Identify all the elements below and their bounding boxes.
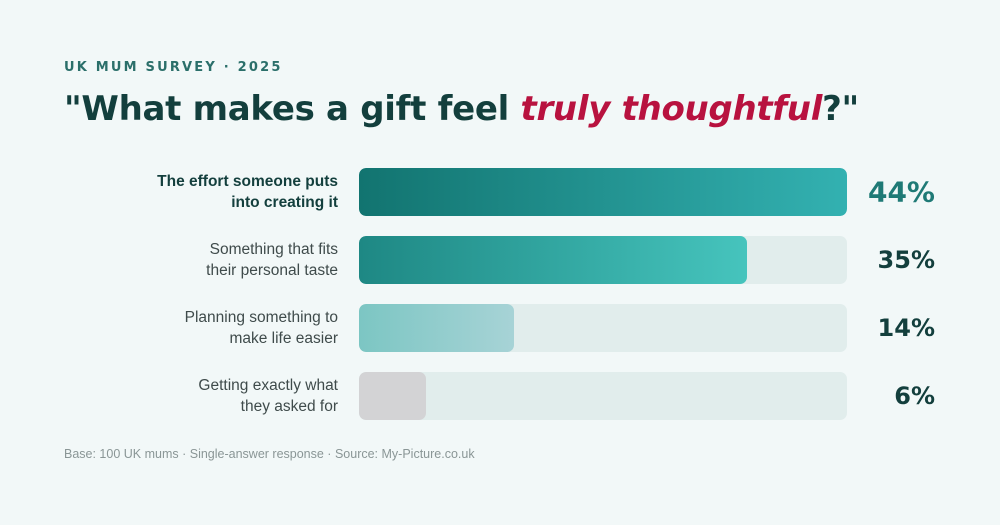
category-label: The effort someone puts into creating it <box>100 171 338 213</box>
bar <box>359 372 426 420</box>
survey-eyebrow: UK MUM SURVEY · 2025 <box>64 60 283 75</box>
value-label: 44% <box>867 175 935 209</box>
page-title: "What makes a gift feel truly thoughtful… <box>64 86 859 132</box>
title-prefix: "What makes a gift feel <box>64 89 521 129</box>
chart-row: Planning something to make life easier 14% <box>0 304 1000 352</box>
value-label: 6% <box>894 382 935 410</box>
bar-track <box>359 372 847 420</box>
category-label-line: make life easier <box>229 330 338 347</box>
category-label: Something that fits their personal taste <box>100 239 338 281</box>
category-label: Getting exactly what they asked for <box>100 375 338 417</box>
chart-row: Something that fits their personal taste 3… <box>0 236 1000 284</box>
title-suffix: ?" <box>822 89 859 129</box>
category-label-line: Getting exactly what <box>198 377 338 394</box>
category-label-line: Something that fits <box>209 241 338 258</box>
title-emphasis: truly thoughtful <box>520 89 823 129</box>
bar-track <box>359 168 847 216</box>
bar <box>359 304 514 352</box>
category-label: Planning something to make life easier <box>100 307 338 349</box>
bar-track <box>359 236 847 284</box>
bar <box>359 168 847 216</box>
category-label-line: into creating it <box>231 194 338 211</box>
category-label-line: The effort someone puts <box>157 173 338 190</box>
chart-row: Getting exactly what they asked for 6% <box>0 372 1000 420</box>
category-label-line: their personal taste <box>206 262 338 279</box>
category-label-line: Planning something to <box>184 309 338 326</box>
value-label: 35% <box>877 246 935 274</box>
source-footnote: Base: 100 UK mums · Single-answer respon… <box>64 447 475 461</box>
bar <box>359 236 747 284</box>
bar-track <box>359 304 847 352</box>
chart-row: The effort someone puts into creating it 4… <box>0 168 1000 216</box>
value-label: 14% <box>877 314 935 342</box>
category-label-line: they asked for <box>240 398 338 415</box>
